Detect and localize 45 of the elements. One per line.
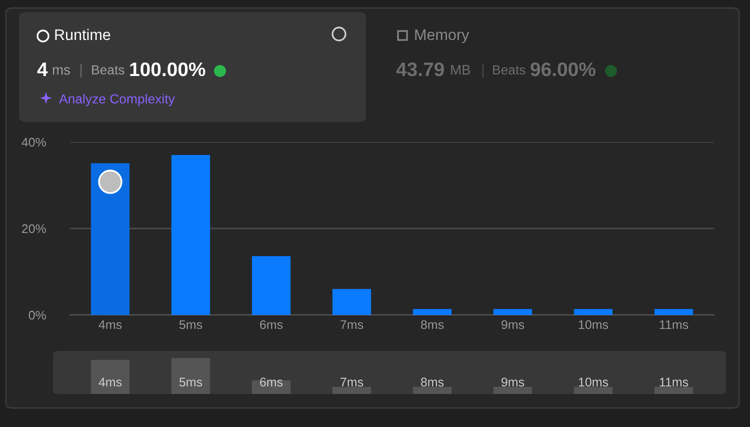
bar	[493, 308, 532, 315]
text: Memory	[415, 29, 470, 44]
y-tick-label: 20%	[22, 224, 46, 234]
bar	[332, 386, 372, 394]
text: 43.79	[396, 62, 444, 76]
bar	[171, 358, 210, 394]
text: Beats	[92, 65, 124, 75]
x-tick-label: 10ms	[578, 320, 608, 330]
text: 4	[37, 62, 48, 76]
y-tick-label: 40%	[22, 138, 46, 147]
x-tick-label: 6ms	[260, 320, 283, 330]
bar	[412, 308, 452, 315]
bar	[90, 360, 130, 394]
x-tick-label: 7ms	[340, 378, 364, 387]
text: 96.00%	[530, 62, 596, 76]
x-tick-label: 9ms	[502, 378, 524, 387]
x-tick-label: 4ms	[98, 378, 122, 387]
bar	[171, 154, 210, 315]
x-tick-label: 6ms	[260, 378, 283, 387]
bar	[90, 163, 130, 315]
bar	[574, 308, 613, 315]
text: Runtime	[55, 28, 110, 40]
bar	[332, 289, 372, 315]
y-tick-label: 0%	[28, 310, 46, 320]
text: MB	[451, 65, 470, 75]
bar	[654, 386, 694, 394]
x-tick-label: 7ms	[340, 320, 364, 330]
bar	[412, 386, 452, 394]
text: Beats	[493, 65, 526, 75]
bar	[493, 386, 532, 394]
text: ms	[52, 67, 70, 75]
x-tick-label: 5ms	[179, 320, 202, 330]
x-tick-label: 9ms	[502, 320, 524, 330]
x-tick-label: 10ms	[578, 378, 608, 387]
bar	[574, 386, 613, 394]
bar	[252, 256, 291, 315]
x-tick-label: 8ms	[420, 320, 444, 330]
x-tick-label: 4ms	[98, 320, 122, 330]
x-tick-label: 5ms	[179, 378, 202, 387]
bar	[654, 308, 694, 315]
text: 100.00%	[130, 62, 206, 76]
x-tick-label: 8ms	[420, 378, 444, 387]
text: Analyze Complexity	[59, 94, 175, 106]
x-tick-label: 11ms	[660, 320, 688, 330]
x-tick-label: 11ms	[660, 378, 688, 387]
